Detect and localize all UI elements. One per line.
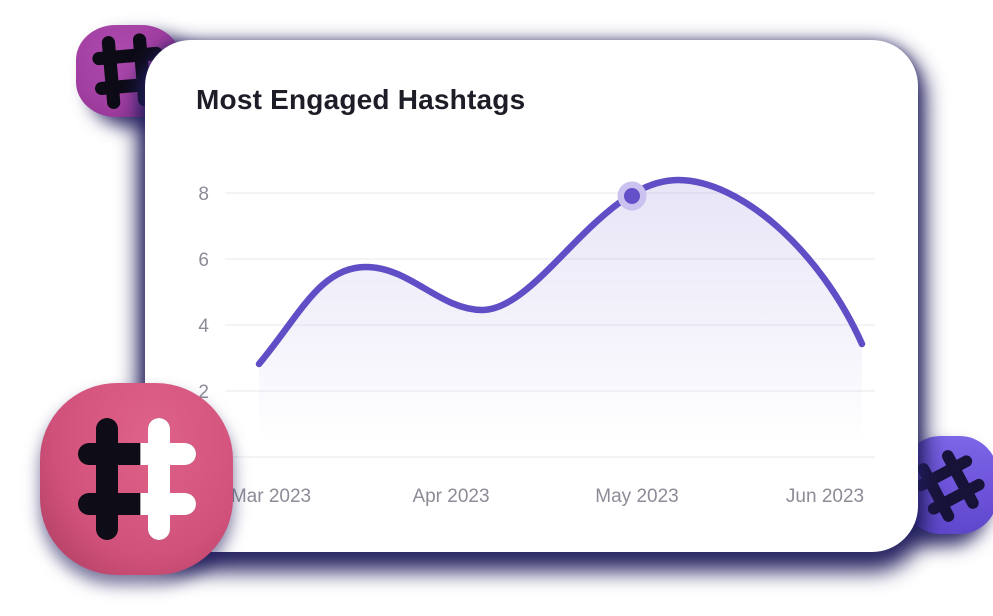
hashtag-glyph	[72, 21, 185, 122]
y-tick-6: 6	[198, 250, 209, 271]
hashtag-icon-bottom-right	[902, 436, 993, 534]
series-line	[255, 176, 866, 368]
highlighted-point-marker[interactable]	[617, 181, 647, 211]
chart-card: Most Engaged Hashtags 8 6	[145, 40, 918, 552]
hashtag-icon-bottom-left	[40, 383, 233, 575]
hashtag-glyph-white-half	[140, 383, 233, 575]
y-tick-2: 2	[198, 382, 209, 403]
x-label-mar: Mar 2023	[231, 486, 311, 507]
engagement-area-chart: 8 6 4 2 Mar 2023 Apr 2023 May 2023 Jun 2…	[198, 176, 875, 507]
x-label-jun: Jun 2023	[786, 486, 864, 507]
x-label-apr: Apr 2023	[412, 486, 489, 507]
y-tick-8: 8	[198, 184, 209, 205]
page-title: Most Engaged Hashtags	[196, 84, 526, 115]
hashtag-glyph	[885, 419, 993, 551]
x-label-may: May 2023	[595, 486, 678, 507]
y-tick-4: 4	[198, 316, 209, 337]
area-fill	[259, 180, 862, 460]
